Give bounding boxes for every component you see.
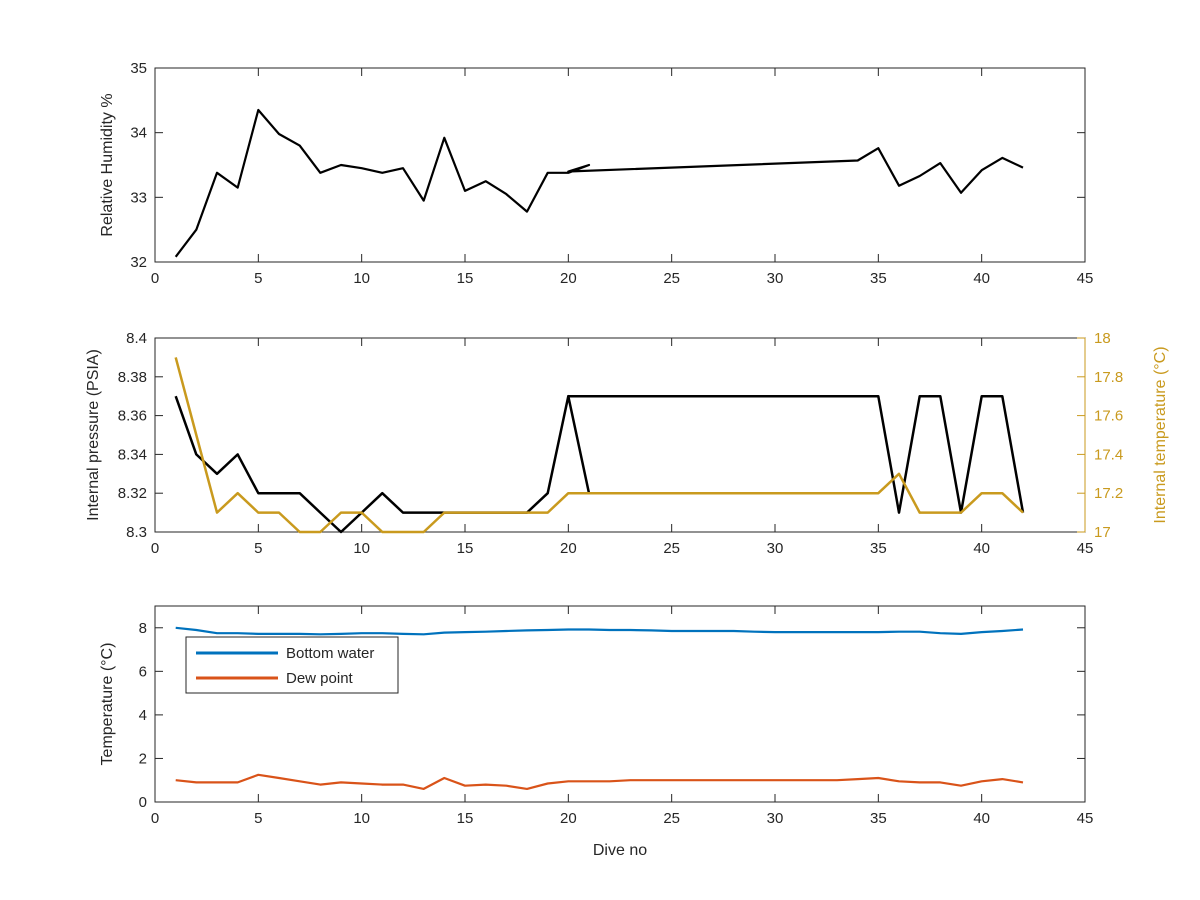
x-tick-label: 15 <box>457 540 474 557</box>
y-tick-label: 34 <box>130 125 147 142</box>
x-tick-label: 10 <box>353 270 370 287</box>
y-right-axis-label: Internal temperature (°C) <box>1152 346 1169 523</box>
y-tick-label: 0 <box>139 794 147 811</box>
series-2-line <box>174 357 1024 534</box>
x-tick-label: 40 <box>973 540 990 557</box>
x-tick-label: 10 <box>353 810 370 827</box>
y-tick-label: 2 <box>139 750 147 767</box>
panel-2: 0 5 10 15 20 25 30 35 40 45 8.3 8.32 8.34 8.36 8.38 8.4… <box>85 330 1169 557</box>
y-tick-label: 8.3 <box>126 524 147 541</box>
y-tick-label: 32 <box>130 254 147 271</box>
x-tick-label: 30 <box>767 540 784 557</box>
y-right-tick-label: 17.8 <box>1094 369 1123 386</box>
x-tick-label: 20 <box>560 270 577 287</box>
x-tick-label: 0 <box>151 540 159 557</box>
x-tick-label: 40 <box>973 270 990 287</box>
x-tick-label: 20 <box>560 810 577 827</box>
x-tick-label: 15 <box>457 270 474 287</box>
y-tick-label: 6 <box>139 663 147 680</box>
y-axis-label: Internal pressure (PSIA) <box>85 349 102 521</box>
y-tick-label: 8.4 <box>126 330 147 347</box>
x-tick-label: 45 <box>1077 810 1094 827</box>
axes-box <box>154 67 1086 263</box>
x-tick-label: 10 <box>353 540 370 557</box>
y-tick-label: 8.38 <box>118 369 147 386</box>
panel-1: 0 5 10 15 20 25 30 35 40 45 32 33 34 35 Relative Humid… <box>99 60 1093 287</box>
y-right-tick-label: 17 <box>1094 524 1111 541</box>
y-tick-label: 8.32 <box>118 485 147 502</box>
y-tick-label: 8.36 <box>118 408 147 425</box>
x-tick-label: 25 <box>663 270 680 287</box>
x-tick-label: 40 <box>973 810 990 827</box>
x-tick-label: 5 <box>254 810 262 827</box>
x-tick-label: 25 <box>663 810 680 827</box>
legend-label-1: Bottom water <box>286 645 374 662</box>
y-axis-label: Temperature (°C) <box>99 643 116 766</box>
y-right-tick-label: 17.4 <box>1094 446 1123 463</box>
x-tick-label: 20 <box>560 540 577 557</box>
series-1-line <box>174 108 1024 258</box>
panel-3: 0 5 10 15 20 25 30 35 40 45 0 2 4 6 8 Temperature (°C) D… <box>99 605 1094 859</box>
x-tick-label: 30 <box>767 810 784 827</box>
x-tick-label: 45 <box>1077 270 1094 287</box>
x-tick-label: 0 <box>151 810 159 827</box>
x-tick-label: 35 <box>870 540 887 557</box>
x-tick-label: 30 <box>767 270 784 287</box>
x-tick-label: 45 <box>1077 540 1094 557</box>
axes-box <box>154 605 1086 803</box>
y-axis-label: Relative Humidity % <box>99 93 116 236</box>
x-tick-label: 35 <box>870 810 887 827</box>
x-tick-label: 15 <box>457 810 474 827</box>
y-tick-label: 8.34 <box>118 446 147 463</box>
y-right-tick-label: 17.6 <box>1094 408 1123 425</box>
bottom-water-line <box>175 626 1024 636</box>
x-tick-label: 0 <box>151 270 159 287</box>
series-1-line <box>174 394 1025 534</box>
legend: Bottom water Dew point <box>185 636 399 694</box>
legend-label-2: Dew point <box>286 670 354 687</box>
x-tick-label: 25 <box>663 540 680 557</box>
x-tick-label: 35 <box>870 270 887 287</box>
x-tick-label: 5 <box>254 540 262 557</box>
x-tick-label: 5 <box>254 270 262 287</box>
x-axis-label: Dive no <box>593 842 647 859</box>
y-right-tick-label: 18 <box>1094 330 1111 347</box>
y-tick-label: 33 <box>130 189 147 206</box>
y-tick-label: 35 <box>130 60 147 77</box>
dew-point-line <box>175 773 1024 791</box>
axes-box <box>154 337 1086 533</box>
y-right-tick-label: 17.2 <box>1094 485 1123 502</box>
y-tick-label: 8 <box>139 620 147 637</box>
y-tick-label: 4 <box>139 707 147 724</box>
legend-box <box>185 636 399 694</box>
